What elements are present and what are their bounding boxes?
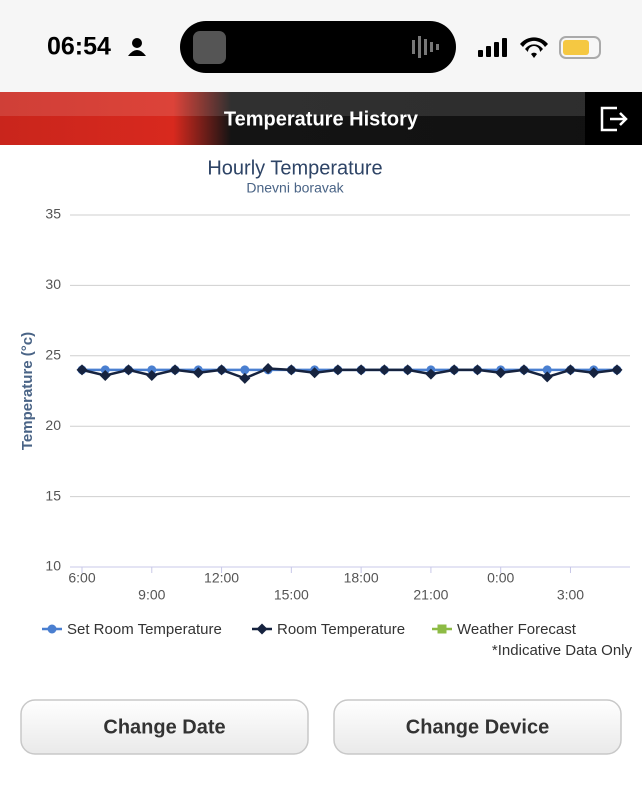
battery-icon <box>559 36 601 59</box>
point <box>192 367 204 379</box>
legend-item[interactable]: Set Room Temperature <box>42 621 222 638</box>
button-label[interactable]: Change Date <box>103 716 225 738</box>
x-tick-label: 15:00 <box>274 587 309 603</box>
point <box>332 364 344 376</box>
point <box>309 367 321 379</box>
y-tick-label: 35 <box>45 206 61 222</box>
point <box>378 364 390 376</box>
point <box>355 364 367 376</box>
x-tick-label: 3:00 <box>557 587 584 603</box>
point <box>216 364 228 376</box>
exit-button[interactable] <box>585 92 642 145</box>
point <box>262 362 274 374</box>
header-title: Temperature History <box>224 108 419 130</box>
legend-item[interactable]: Weather Forecast <box>432 621 577 638</box>
y-tick-label: 15 <box>45 487 61 503</box>
person-icon <box>132 38 142 48</box>
point <box>564 364 576 376</box>
point <box>239 372 251 384</box>
legend-label[interactable]: Room Temperature <box>277 621 405 638</box>
x-tick-label: 6:00 <box>68 570 95 586</box>
point <box>518 364 530 376</box>
button-bg[interactable] <box>333 699 622 755</box>
battery-level <box>563 40 589 55</box>
waveform-icon <box>412 36 439 58</box>
header-gloss <box>0 92 642 116</box>
point <box>169 364 181 376</box>
point <box>541 371 553 383</box>
point <box>402 364 414 376</box>
legend-label[interactable]: Weather Forecast <box>457 621 577 638</box>
legend-marker <box>437 624 447 634</box>
legend-label[interactable]: Set Room Temperature <box>67 621 222 638</box>
point <box>285 364 297 376</box>
point <box>99 370 111 382</box>
point <box>542 365 552 375</box>
point <box>425 368 437 380</box>
chart-note: *Indicative Data Only <box>492 642 633 659</box>
button-bg[interactable] <box>20 699 309 755</box>
dynamic-island <box>180 21 456 73</box>
legend-marker <box>47 624 57 634</box>
y-axis-label: Temperature (°c) <box>19 332 36 450</box>
point <box>123 364 135 376</box>
x-tick-label: 0:00 <box>487 570 514 586</box>
point <box>240 365 250 375</box>
point <box>495 367 507 379</box>
x-tick-label: 21:00 <box>413 587 448 603</box>
signal-icon <box>478 38 507 57</box>
exit-icon[interactable] <box>600 106 628 132</box>
button[interactable]: Change Date <box>20 699 309 755</box>
legend-marker <box>256 623 268 635</box>
wifi-icon <box>520 37 548 58</box>
y-tick-label: 30 <box>45 276 61 292</box>
point <box>448 364 460 376</box>
point <box>76 364 88 376</box>
point <box>146 370 158 382</box>
point <box>611 364 623 376</box>
button-label[interactable]: Change Device <box>406 716 549 738</box>
legend-item[interactable]: Room Temperature <box>252 621 405 638</box>
y-tick-label: 25 <box>45 347 61 363</box>
album-art <box>193 31 226 64</box>
x-tick-label: 12:00 <box>204 570 239 586</box>
chart-subtitle: Dnevni boravak <box>246 180 344 196</box>
point <box>588 367 600 379</box>
person-icon <box>128 50 146 56</box>
point <box>147 365 157 375</box>
point <box>471 364 483 376</box>
x-tick-label: 9:00 <box>138 587 165 603</box>
header-bar <box>0 92 642 145</box>
button[interactable]: Change Device <box>333 699 622 755</box>
y-tick-label: 20 <box>45 417 61 433</box>
x-tick-label: 18:00 <box>344 570 379 586</box>
chart-title: Hourly Temperature <box>207 157 382 179</box>
y-tick-label: 10 <box>45 558 61 574</box>
clock: 06:54 <box>47 33 111 61</box>
point <box>100 365 110 375</box>
